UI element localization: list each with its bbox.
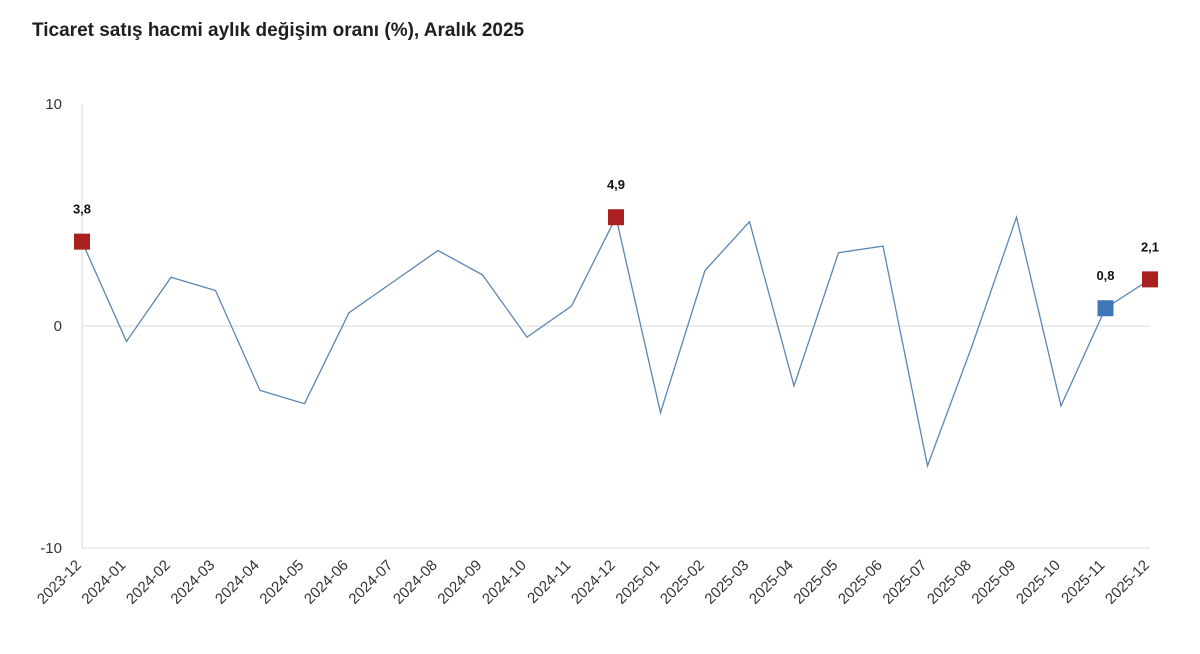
x-tick-label: 2024-01	[78, 557, 129, 608]
x-tick-label: 2025-07	[879, 557, 930, 608]
x-tick-label: 2024-06	[301, 557, 352, 608]
series-lines	[81, 214, 1151, 469]
x-tick-label: 2025-04	[746, 557, 797, 608]
x-tick-label: 2025-10	[1013, 557, 1064, 608]
x-tick-label: 2024-04	[212, 557, 263, 608]
x-tick-label: 2025-02	[657, 557, 708, 608]
y-tick-label: 10	[45, 96, 62, 113]
data-point-marker	[608, 209, 624, 226]
x-tick-label: 2025-05	[790, 557, 841, 608]
x-tick-label: 2024-09	[434, 557, 485, 608]
x-tick-label: 2025-12	[1102, 557, 1153, 608]
x-tick-label: 2025-01	[612, 557, 663, 608]
x-tick-label: 2024-08	[390, 557, 441, 608]
x-tick-label: 2024-11	[524, 557, 574, 607]
x-tick-label: 2024-07	[345, 557, 396, 608]
x-tick-label: 2024-03	[167, 557, 218, 608]
highlight-markers	[74, 209, 1158, 317]
data-point-marker	[74, 233, 90, 250]
y-tick-label: -10	[40, 540, 62, 557]
y-tick-label: 0	[54, 318, 62, 335]
x-tick-label: 2025-11	[1058, 557, 1108, 607]
x-axis-labels: 2023-122024-012024-022024-032024-042024-…	[34, 557, 1153, 608]
x-tick-label: 2024-10	[479, 557, 530, 608]
data-label: 2,1	[1141, 239, 1159, 254]
x-tick-label: 2025-09	[968, 557, 1019, 608]
data-label: 0,8	[1096, 268, 1114, 283]
chart-axes	[81, 104, 1150, 549]
data-labels: 3,8 4,9 0,8 2,1	[73, 177, 1159, 283]
x-tick-label: 2024-02	[123, 557, 174, 608]
data-point-marker	[1142, 271, 1158, 288]
chart-title: Ticaret satış hacmi aylık değişim oranı …	[32, 20, 525, 41]
data-label: 4,9	[607, 177, 625, 192]
x-tick-label: 2025-06	[835, 557, 886, 608]
y-axis-labels: 10 0 -10	[40, 96, 62, 557]
x-tick-label: 2024-05	[256, 557, 307, 608]
x-tick-label: 2025-03	[701, 557, 752, 608]
data-label: 3,8	[73, 202, 91, 217]
x-tick-label: 2025-08	[924, 557, 975, 608]
x-tick-label: 2023-12	[34, 557, 85, 608]
series-line	[81, 214, 1151, 469]
data-point-marker	[1097, 300, 1114, 317]
x-tick-label: 2024-12	[568, 557, 619, 608]
